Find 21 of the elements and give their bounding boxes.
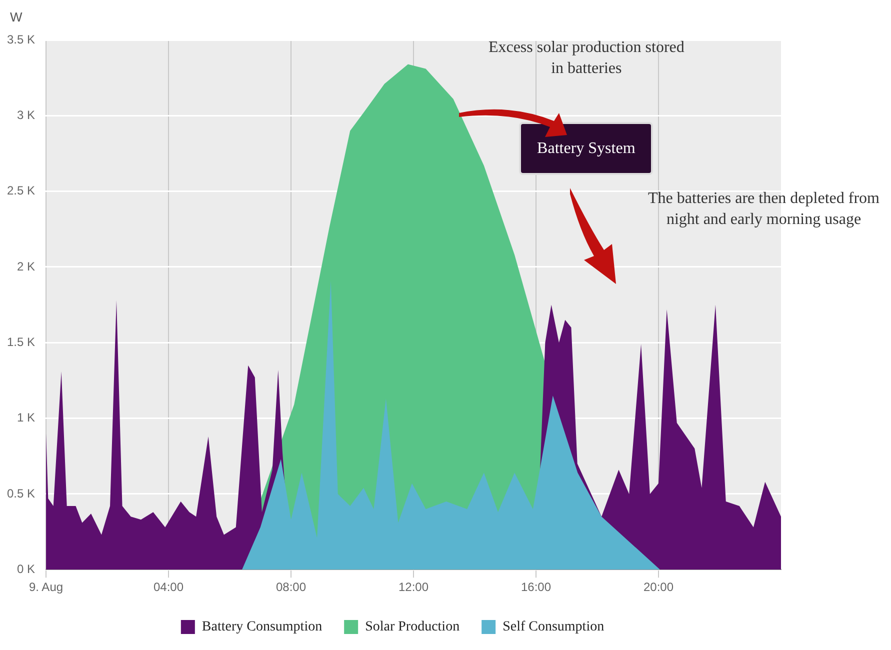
legend-label: Solar Production <box>365 620 460 635</box>
y-tick-label: 2 K <box>17 259 36 274</box>
y-tick-label: 3.5 K <box>6 32 36 46</box>
legend-label: Battery Consumption <box>202 620 322 635</box>
y-tick-label: 2.5 K <box>6 184 36 198</box>
x-tick-label: 16:00 <box>520 580 552 594</box>
y-axis-title: W <box>10 10 23 25</box>
y-tick-label: 1.5 K <box>6 334 36 349</box>
y-tick-label: 0 K <box>17 562 36 576</box>
y-tick-label: 3 K <box>17 108 36 122</box>
x-tick-label: 12:00 <box>398 580 429 594</box>
x-tick-label: 9. Aug <box>29 580 64 594</box>
label-box: Battery System <box>519 122 654 175</box>
legend-label: Self Consumption <box>502 620 604 635</box>
x-tick-label: 04:00 <box>154 580 184 594</box>
annotation: The batteries are then depleted from night and early morning usage <box>647 189 880 230</box>
x-tick-label: 20:00 <box>643 580 674 594</box>
x-tick-label: 08:00 <box>276 580 306 594</box>
annotation: Excess solar production stored in batteries <box>487 38 686 79</box>
y-tick-label: 0.5 K <box>6 486 36 500</box>
y-tick-label: 1 K <box>17 410 36 425</box>
